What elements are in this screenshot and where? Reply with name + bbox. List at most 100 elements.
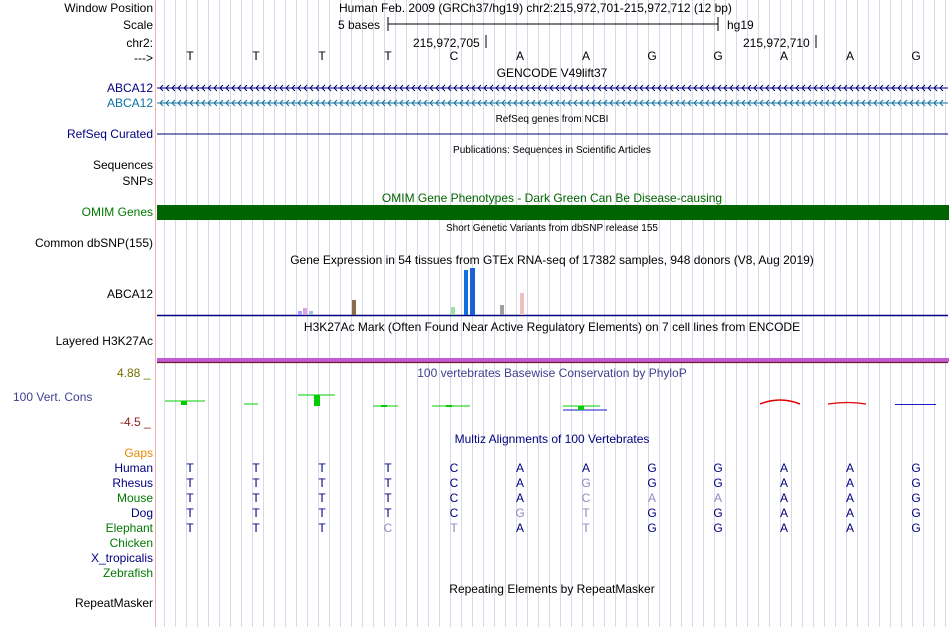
pos-tick-label-1: 215,972,705 (413, 36, 480, 50)
reference-base: T (252, 49, 260, 63)
alignment-base: A (779, 461, 788, 475)
alignment-base: A (515, 521, 524, 535)
omim-track-title[interactable]: OMIM Gene Phenotypes - Dark Green Can Be… (381, 191, 723, 205)
pubs-label[interactable]: Sequences (92, 158, 153, 172)
alignment-base: C (449, 476, 459, 490)
alignment-base: G (713, 476, 723, 490)
alignment-base: C (449, 491, 459, 505)
gencode-transcript-1[interactable] (157, 84, 948, 92)
gencode-label-2[interactable]: ABCA12 (106, 96, 153, 110)
strand-arrow-label[interactable]: ---> (134, 51, 153, 65)
alignment-base: T (186, 461, 194, 475)
alignment-base: A (845, 506, 854, 520)
pos-tick-label-2: 215,972,710 (743, 36, 810, 50)
rmsk-label[interactable]: RepeatMasker (74, 596, 153, 610)
cons-label[interactable]: 100 Vert. Cons (13, 390, 93, 404)
alignment-base: T (318, 506, 326, 520)
omim-label[interactable]: OMIM Genes (81, 205, 153, 219)
alignment-base: G (647, 521, 657, 535)
rmsk-track-title[interactable]: Repeating Elements by RepeatMasker (449, 582, 655, 596)
gtex-bar (470, 268, 475, 315)
alignment-base: A (515, 491, 524, 505)
assembly-position-text: Human Feb. 2009 (GRCh37/hg19) chr2:215,9… (339, 1, 732, 15)
h3k27ac-signal[interactable] (157, 358, 949, 364)
cons-track-title[interactable]: 100 vertebrates Basewise Conservation by… (417, 366, 687, 380)
gencode-transcript-2[interactable] (157, 99, 948, 107)
species-label[interactable]: Zebrafish (102, 566, 153, 580)
gencode-track-title[interactable]: GENCODE V49lift37 (496, 66, 608, 80)
species-label[interactable]: Human (114, 461, 153, 475)
alignment-base: A (647, 491, 656, 505)
alignment-base: G (911, 476, 921, 490)
alignment-base: T (582, 506, 590, 520)
reference-base: C (449, 49, 459, 63)
gtex-bar (298, 311, 302, 315)
multiz-track-title[interactable]: Multiz Alignments of 100 Vertebrates (454, 432, 650, 446)
reference-base: G (647, 49, 657, 63)
gtex-bar (352, 300, 356, 315)
omim-gene-bar[interactable] (157, 205, 949, 220)
alignment-base: T (252, 461, 260, 475)
alignment-base: A (845, 491, 854, 505)
reference-base: A (515, 49, 524, 63)
snps-label[interactable]: SNPs (122, 174, 153, 188)
base-gridlines (164, 0, 946, 627)
alignment-base: T (252, 521, 260, 535)
scale-bar (387, 17, 817, 48)
gtex-bar (520, 293, 524, 315)
dbsnp-label[interactable]: Common dbSNP(155) (34, 236, 153, 250)
alignment-base: T (186, 521, 194, 535)
h3k27ac-label[interactable]: Layered H3K27Ac (55, 334, 153, 348)
gtex-track-title[interactable]: Gene Expression in 54 tissues from GTEx … (290, 253, 814, 267)
reference-base: A (779, 49, 788, 63)
alignment-base: G (911, 461, 921, 475)
alignment-base: T (318, 491, 326, 505)
db-text: hg19 (727, 18, 754, 32)
window-position-label: Window Position (64, 1, 153, 15)
species-label[interactable]: Elephant (105, 521, 153, 535)
species-label[interactable]: Mouse (116, 491, 153, 505)
species-label[interactable]: X_tropicalis (90, 551, 153, 565)
species-label[interactable]: Dog (130, 506, 153, 520)
alignment-base: T (252, 491, 260, 505)
reference-base: A (845, 49, 854, 63)
gtex-bar (451, 307, 455, 315)
species-label[interactable]: Rhesus (112, 476, 153, 490)
alignment-base: A (779, 521, 788, 535)
gtex-bar (500, 305, 504, 315)
alignment-base: T (252, 476, 260, 490)
reference-base: G (911, 49, 921, 63)
refseq-label[interactable]: RefSeq Curated (66, 127, 153, 141)
alignment-base: T (318, 476, 326, 490)
species-label[interactable]: Chicken (109, 536, 153, 550)
alignment-base: G (911, 491, 921, 505)
pubs-track-title[interactable]: Publications: Sequences in Scientific Ar… (453, 145, 651, 156)
alignment-base: G (581, 476, 591, 490)
alignment-base: G (713, 461, 723, 475)
alignment-base: G (911, 521, 921, 535)
reference-base: T (186, 49, 194, 63)
gtex-label[interactable]: ABCA12 (106, 287, 153, 301)
alignment-base: C (581, 491, 591, 505)
alignment-base: C (383, 521, 393, 535)
cons-ymax: 4.88 _ (117, 366, 151, 380)
alignment-base: T (186, 506, 194, 520)
dbsnp-track-title[interactable]: Short Genetic Variants from dbSNP releas… (446, 223, 658, 234)
gaps-label[interactable]: Gaps (124, 446, 153, 460)
alignment-base: A (779, 506, 788, 520)
alignment-base: T (252, 506, 260, 520)
alignment-base: C (449, 461, 459, 475)
conservation-plot[interactable] (165, 394, 936, 411)
refseq-track-title[interactable]: RefSeq genes from NCBI (495, 114, 609, 125)
gencode-label-1[interactable]: ABCA12 (106, 81, 153, 95)
scale-label: Scale (122, 18, 153, 32)
alignment-base: G (647, 461, 657, 475)
alignment-base: T (450, 521, 458, 535)
alignment-base: T (384, 461, 392, 475)
alignment-base: A (779, 476, 788, 490)
h3k27ac-track-title[interactable]: H3K27Ac Mark (Often Found Near Active Re… (303, 320, 801, 334)
alignment-base: A (713, 491, 722, 505)
alignment-base: G (713, 521, 723, 535)
gtex-expression-bars[interactable] (157, 268, 948, 317)
